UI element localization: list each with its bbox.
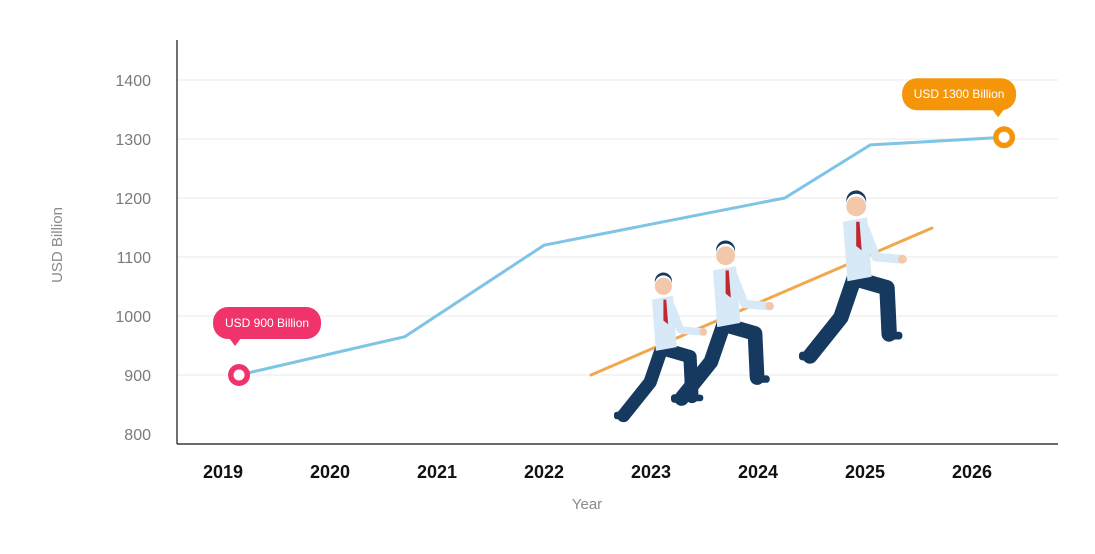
x-tick-label: 2019 (203, 462, 243, 482)
back-leg (802, 271, 862, 364)
shoe (752, 375, 770, 383)
y-axis-title: USD Billion (49, 207, 66, 283)
y-tick-label: 1000 (115, 309, 151, 326)
callout-pointer (229, 338, 242, 346)
shoe (614, 411, 628, 420)
callout-pointer (992, 109, 1005, 118)
y-tick-label: 800 (124, 427, 151, 444)
hair (846, 190, 867, 205)
person-woman (614, 272, 708, 423)
callout-label: USD 1300 Billion (914, 87, 1005, 101)
hair (716, 240, 736, 254)
value-callout: USD 1300 Billion (902, 78, 1017, 118)
series-line (237, 135, 1006, 377)
x-tick-label: 2022 (524, 462, 564, 482)
y-tick-label: 1400 (115, 73, 151, 90)
callout-bubble (213, 307, 322, 339)
hand (699, 328, 708, 336)
x-tick-label: 2021 (417, 462, 457, 482)
markers-group (228, 126, 1016, 386)
x-axis-title: Year (572, 496, 602, 513)
series-group (237, 135, 1006, 377)
arm (729, 272, 772, 311)
person-man-middle (671, 240, 774, 406)
x-tick-label: 2020 (310, 462, 350, 482)
arm (860, 224, 905, 264)
shoe (671, 394, 686, 403)
front-leg (718, 317, 765, 385)
hair (654, 272, 672, 285)
arm (667, 301, 706, 336)
shoe (884, 331, 903, 340)
person-man-front (799, 190, 907, 364)
tie (663, 299, 669, 325)
back-leg (674, 317, 731, 406)
x-tick-label: 2025 (845, 462, 885, 482)
x-tick-label: 2024 (738, 462, 778, 482)
point-marker-center (233, 369, 245, 381)
x-tick-label: 2026 (952, 462, 992, 482)
head (716, 246, 736, 266)
hand (765, 301, 774, 311)
shoe (799, 351, 815, 361)
callout-label: USD 900 Billion (225, 316, 309, 330)
y-tick-labels: 800 900 1000 1100 1200 1300 1400 (115, 73, 151, 444)
axes (176, 40, 1058, 445)
back-leg (616, 342, 669, 423)
business-team-illustration (589, 190, 934, 423)
head (654, 277, 672, 295)
head (846, 196, 867, 217)
y-tick-label: 1200 (115, 191, 151, 208)
point-marker-center (998, 131, 1010, 143)
value-callout: USD 900 Billion (213, 307, 322, 346)
gridlines (177, 79, 1058, 376)
y-tick-label: 900 (124, 368, 151, 385)
y-tick-label: 1100 (117, 250, 152, 267)
tie (725, 270, 731, 298)
tie (856, 221, 862, 251)
x-tick-label: 2023 (631, 462, 671, 482)
front-leg (848, 271, 897, 342)
y-tick-label: 1300 (115, 132, 151, 149)
callouts-group: USD 900 Billion USD 1300 Billion (213, 78, 1017, 346)
x-tick-labels: 2019 2020 2021 2022 2023 2024 2025 2026 (203, 462, 992, 482)
callout-bubble (902, 78, 1017, 111)
hand (898, 254, 907, 264)
